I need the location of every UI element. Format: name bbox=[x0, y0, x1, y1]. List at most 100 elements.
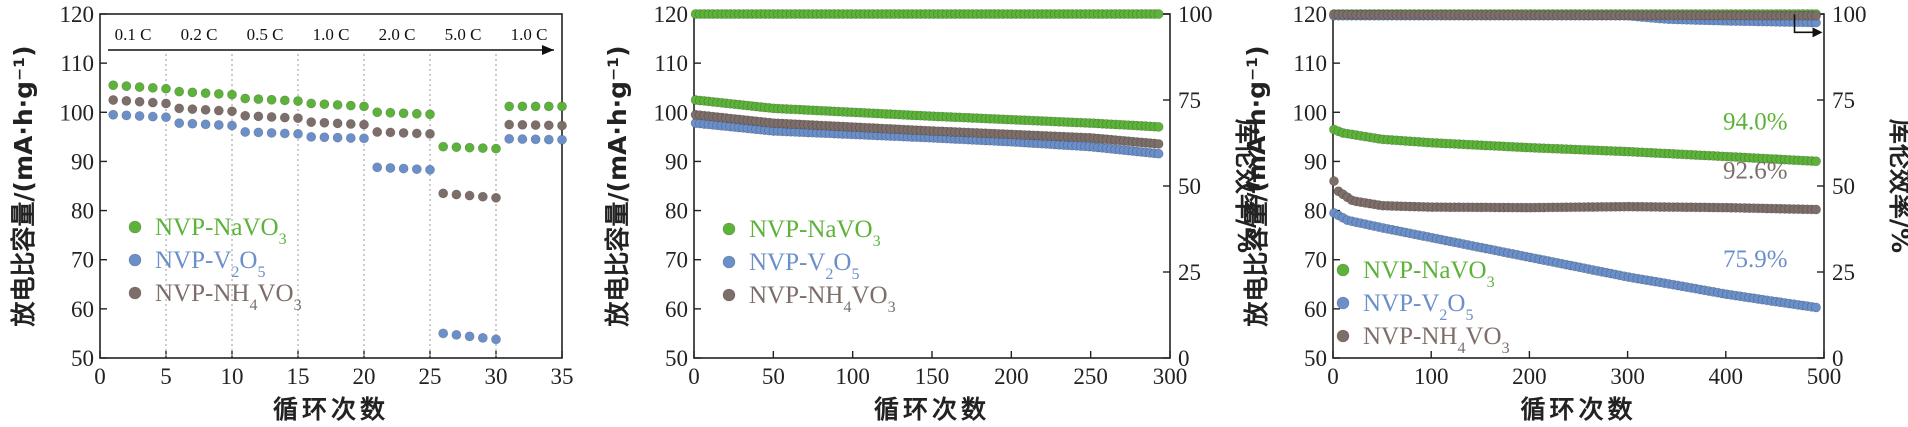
data-point-nvp-nh4vo3 bbox=[438, 188, 449, 199]
data-point-nvp-v2o5 bbox=[398, 163, 409, 174]
data-point-nvp-nh4vo3 bbox=[134, 96, 145, 107]
data-point-nvp-v2o5 bbox=[306, 131, 317, 142]
data-point-nvp-nh4vo3 bbox=[359, 119, 369, 130]
legend-subscript: 5 bbox=[851, 266, 859, 283]
legend-label: NVP-V2O5 bbox=[1363, 290, 1473, 324]
legend-item: NVP-NH4VO3 bbox=[722, 282, 896, 316]
data-point-nvp-navo3 bbox=[372, 107, 383, 118]
x-axis-label: 循环次数 bbox=[874, 395, 990, 424]
legend-label: NVP-NH4VO3 bbox=[1363, 323, 1510, 357]
data-point-nvp-navo3 bbox=[385, 107, 396, 118]
data-point-nvp-v2o5 bbox=[227, 120, 237, 131]
x-axis-label: 循环次数 bbox=[1520, 395, 1636, 424]
legend-subscript: 3 bbox=[1487, 274, 1495, 291]
x-tick-label: 200 bbox=[1512, 364, 1547, 389]
y-tick-label: 100 bbox=[60, 100, 95, 125]
data-point-nvp-nh4vo3 bbox=[411, 128, 422, 139]
data-point-nvp-nh4vo3 bbox=[517, 119, 528, 130]
legend-text: NVP-NaVO bbox=[749, 216, 873, 243]
legend-subscript: 3 bbox=[888, 299, 896, 316]
data-point-nvp-navo3 bbox=[491, 143, 501, 154]
data-point-nvp-navo3 bbox=[174, 86, 185, 97]
data-point-nvp-navo3 bbox=[306, 98, 317, 109]
data-point-nvp-navo3 bbox=[425, 109, 435, 120]
data-point-nvp-nh4vo3 bbox=[385, 127, 396, 138]
legend-subscript: 2 bbox=[1439, 307, 1447, 324]
rate-label: 2.0 C bbox=[379, 25, 416, 44]
legend-subscript: 2 bbox=[231, 264, 239, 281]
legend-text: NVP-NaVO bbox=[155, 214, 279, 241]
data-point-nvp-nh4vo3 bbox=[1329, 176, 1339, 186]
y2-tick-label: 0 bbox=[1178, 346, 1190, 371]
data-point-nvp-navo3 bbox=[161, 83, 171, 94]
data-point-nvp-nh4vo3 bbox=[1153, 139, 1164, 149]
y-axis-label: 放电比容量/(mA·h·g⁻¹) bbox=[9, 45, 38, 327]
data-point-nvp-v2o5 bbox=[385, 163, 396, 173]
legend-subscript: 4 bbox=[249, 297, 257, 314]
legend-marker bbox=[722, 288, 736, 302]
data-point-nvp-nh4vo3 bbox=[332, 118, 343, 129]
data-point-nvp-nh4vo3 bbox=[504, 119, 515, 130]
rate-label: 1.0 C bbox=[511, 25, 548, 44]
chart-panel-rate: 0 5 10 15 20 25 30 355060708090100110120循环次数放电比… bbox=[9, 2, 574, 424]
x-tick-label: 0 bbox=[688, 364, 700, 389]
data-point-nvp-navo3 bbox=[319, 99, 330, 110]
data-point-nvp-v2o5 bbox=[187, 118, 198, 129]
x-tick-label: 300 bbox=[1610, 364, 1645, 389]
data-point-nvp-nh4vo3 bbox=[174, 103, 185, 114]
data-point-nvp-navo3 bbox=[359, 101, 369, 112]
y2-tick-label: 25 bbox=[1178, 260, 1201, 285]
data-point-nvp-navo3 bbox=[345, 100, 356, 111]
data-point-nvp-v2o5 bbox=[530, 134, 541, 145]
x-tick-label: 35 bbox=[551, 364, 574, 389]
data-point-nvp-nh4vo3 bbox=[398, 128, 409, 138]
data-point-nvp-nh4vo3 bbox=[543, 120, 554, 131]
data-point-nvp-navo3 bbox=[213, 88, 224, 99]
y-tick-label: 80 bbox=[71, 199, 94, 224]
legend-text: NVP-V bbox=[155, 247, 231, 274]
legend-marker bbox=[1336, 263, 1350, 277]
data-point-nvp-nh4vo3 bbox=[477, 191, 488, 202]
y-tick-label: 90 bbox=[71, 149, 94, 174]
data-point-nvp-nh4vo3 bbox=[213, 105, 224, 116]
data-point-nvp-v2o5 bbox=[504, 133, 515, 144]
legend-marker bbox=[722, 255, 736, 269]
y-tick-label: 100 bbox=[654, 100, 689, 125]
y-tick-label: 60 bbox=[1304, 297, 1327, 322]
y-tick-label: 110 bbox=[60, 51, 94, 76]
data-point-nvp-navo3 bbox=[411, 108, 422, 119]
legend-subscript: 5 bbox=[1465, 307, 1473, 324]
rate-label: 0.1 C bbox=[115, 25, 152, 44]
data-point-nvp-navo3 bbox=[332, 100, 343, 110]
legend-text: NVP-V bbox=[1363, 290, 1439, 317]
legend-subscript: 4 bbox=[1457, 340, 1465, 357]
data-point-nvp-v2o5 bbox=[266, 128, 277, 138]
data-point-nvp-v2o5 bbox=[438, 328, 449, 339]
legend-text: NVP-V bbox=[749, 249, 825, 276]
y2-axis-label: 库伦效率/% bbox=[1886, 119, 1908, 253]
data-point-nvp-navo3 bbox=[451, 142, 462, 153]
y-tick-label: 80 bbox=[665, 199, 688, 224]
y-tick-label: 70 bbox=[1304, 248, 1327, 273]
x-tick-label: 250 bbox=[1073, 364, 1108, 389]
data-point-nvp-nh4vo3 bbox=[108, 95, 119, 105]
rate-label: 5.0 C bbox=[445, 25, 482, 44]
data-point-nvp-v2o5 bbox=[293, 129, 303, 139]
legend-item: NVP-NaVO3 bbox=[722, 216, 881, 250]
data-point-nvp-navo3 bbox=[1153, 121, 1164, 132]
data-point-nvp-navo3 bbox=[477, 143, 488, 154]
x-tick-label: 10 bbox=[221, 364, 244, 389]
x-tick-label: 200 bbox=[994, 364, 1029, 389]
y-tick-label: 110 bbox=[1293, 51, 1327, 76]
data-point-nvp-nh4vo3 bbox=[1811, 204, 1821, 215]
data-point-nvp-v2o5 bbox=[108, 109, 119, 120]
data-point-nvp-v2o5 bbox=[451, 330, 462, 340]
data-point-nvp-v2o5 bbox=[200, 119, 211, 130]
y-tick-label: 50 bbox=[71, 346, 94, 371]
legend-label: NVP-NH4VO3 bbox=[749, 282, 896, 316]
legend-label: NVP-V2O5 bbox=[155, 247, 265, 281]
data-point-nvp-nh4vo3 bbox=[147, 97, 158, 108]
y-tick-label: 70 bbox=[665, 248, 688, 273]
y-tick-label: 50 bbox=[1304, 346, 1327, 371]
